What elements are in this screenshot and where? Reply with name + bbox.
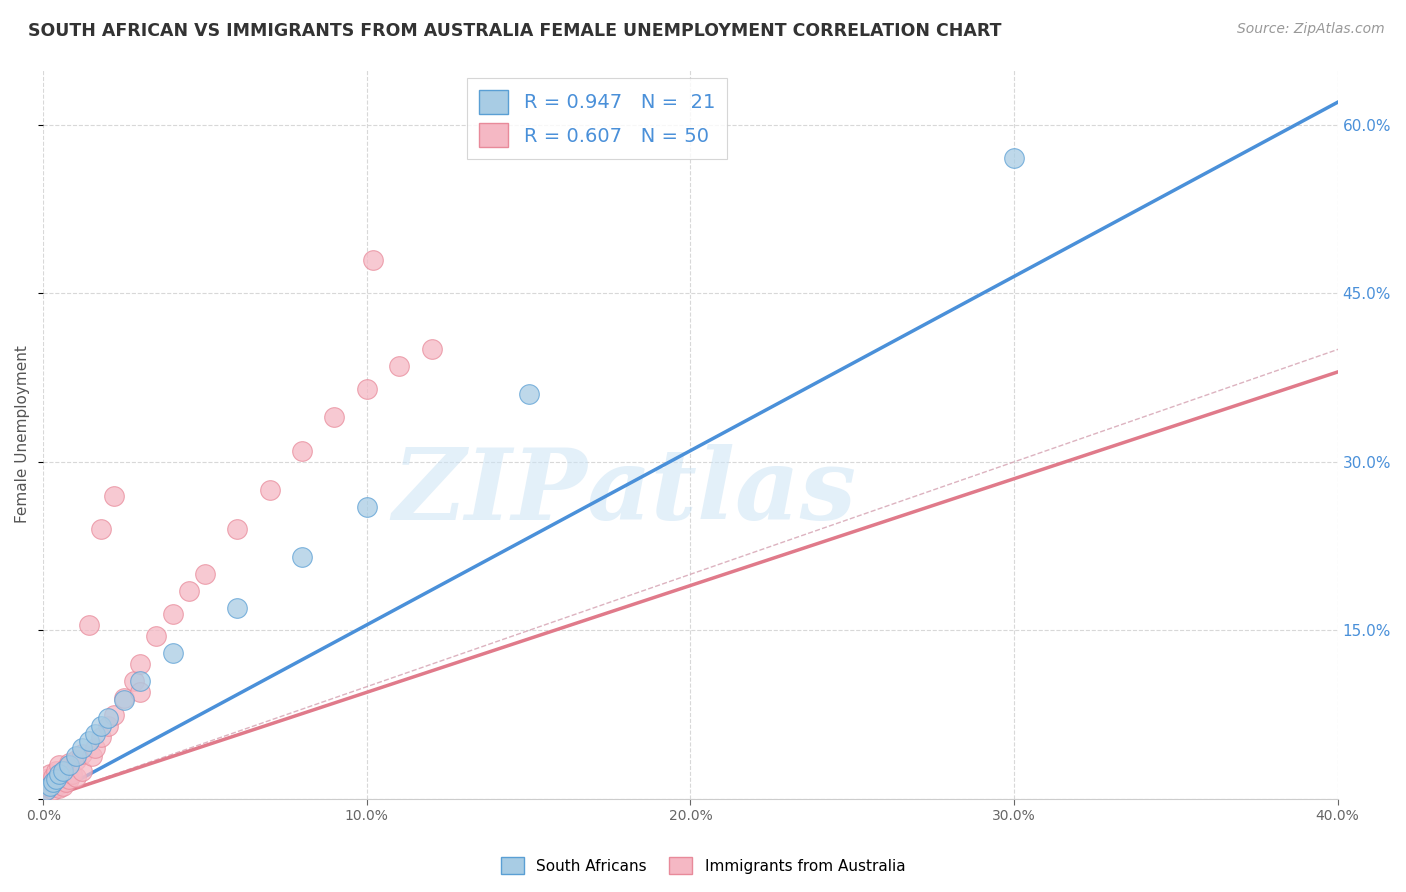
Point [48, 767, 70, 781]
Point [90, 719, 112, 733]
Point [356, 382, 378, 396]
Point [97, 711, 120, 725]
Point [323, 409, 346, 424]
Point [420, 343, 443, 357]
Text: Source: ZipAtlas.com: Source: ZipAtlas.com [1237, 22, 1385, 37]
Point [70, 764, 93, 778]
Point [65, 749, 87, 764]
Point [45, 779, 67, 793]
Text: atlas: atlas [586, 444, 856, 541]
Point [97, 719, 120, 733]
Point [177, 584, 200, 599]
Point [42, 783, 65, 797]
Point [70, 747, 93, 761]
Point [38, 780, 60, 795]
Point [517, 387, 540, 401]
Point [58, 758, 80, 772]
Point [226, 522, 249, 536]
Point [84, 741, 107, 756]
Point [122, 674, 145, 689]
Point [112, 690, 135, 705]
Point [129, 674, 152, 689]
Point [194, 567, 217, 582]
Point [112, 693, 135, 707]
Point [77, 733, 100, 747]
Point [42, 776, 65, 790]
Point [291, 550, 314, 565]
Point [356, 500, 378, 514]
Point [38, 779, 60, 793]
Point [42, 775, 65, 789]
Point [162, 646, 184, 660]
Point [58, 756, 80, 770]
Point [90, 731, 112, 745]
Point [35, 779, 58, 793]
Point [90, 522, 112, 536]
Text: SOUTH AFRICAN VS IMMIGRANTS FROM AUSTRALIA FEMALE UNEMPLOYMENT CORRELATION CHART: SOUTH AFRICAN VS IMMIGRANTS FROM AUSTRAL… [28, 22, 1001, 40]
Point [48, 758, 70, 772]
Point [52, 764, 75, 778]
Point [70, 741, 93, 756]
Point [361, 252, 384, 267]
Point [52, 767, 75, 781]
Point [52, 779, 75, 793]
Legend: R = 0.947   N =  21, R = 0.607   N = 50: R = 0.947 N = 21, R = 0.607 N = 50 [467, 78, 727, 159]
Point [388, 359, 411, 374]
Point [129, 685, 152, 699]
Point [32, 787, 55, 801]
Point [162, 607, 184, 621]
Point [80, 749, 103, 764]
Point [1002, 152, 1025, 166]
Point [35, 772, 58, 786]
Point [35, 783, 58, 797]
Point [38, 775, 60, 789]
Point [145, 629, 167, 643]
Point [55, 775, 77, 789]
Point [65, 753, 87, 767]
Point [45, 772, 67, 786]
Point [103, 489, 125, 503]
Point [103, 707, 125, 722]
Text: ZIP: ZIP [392, 444, 586, 541]
Y-axis label: Female Unemployment: Female Unemployment [15, 345, 30, 523]
Legend: South Africans, Immigrants from Australia: South Africans, Immigrants from Australi… [495, 851, 911, 880]
Point [42, 770, 65, 784]
Point [45, 764, 67, 778]
Point [291, 443, 314, 458]
Point [55, 761, 77, 775]
Point [48, 780, 70, 795]
Point [48, 772, 70, 786]
Point [77, 618, 100, 632]
Point [60, 767, 83, 781]
Point [38, 767, 60, 781]
Point [259, 483, 281, 497]
Point [35, 783, 58, 797]
Point [84, 727, 107, 741]
Point [58, 772, 80, 786]
Point [226, 601, 249, 615]
Point [65, 770, 87, 784]
Point [129, 657, 152, 672]
